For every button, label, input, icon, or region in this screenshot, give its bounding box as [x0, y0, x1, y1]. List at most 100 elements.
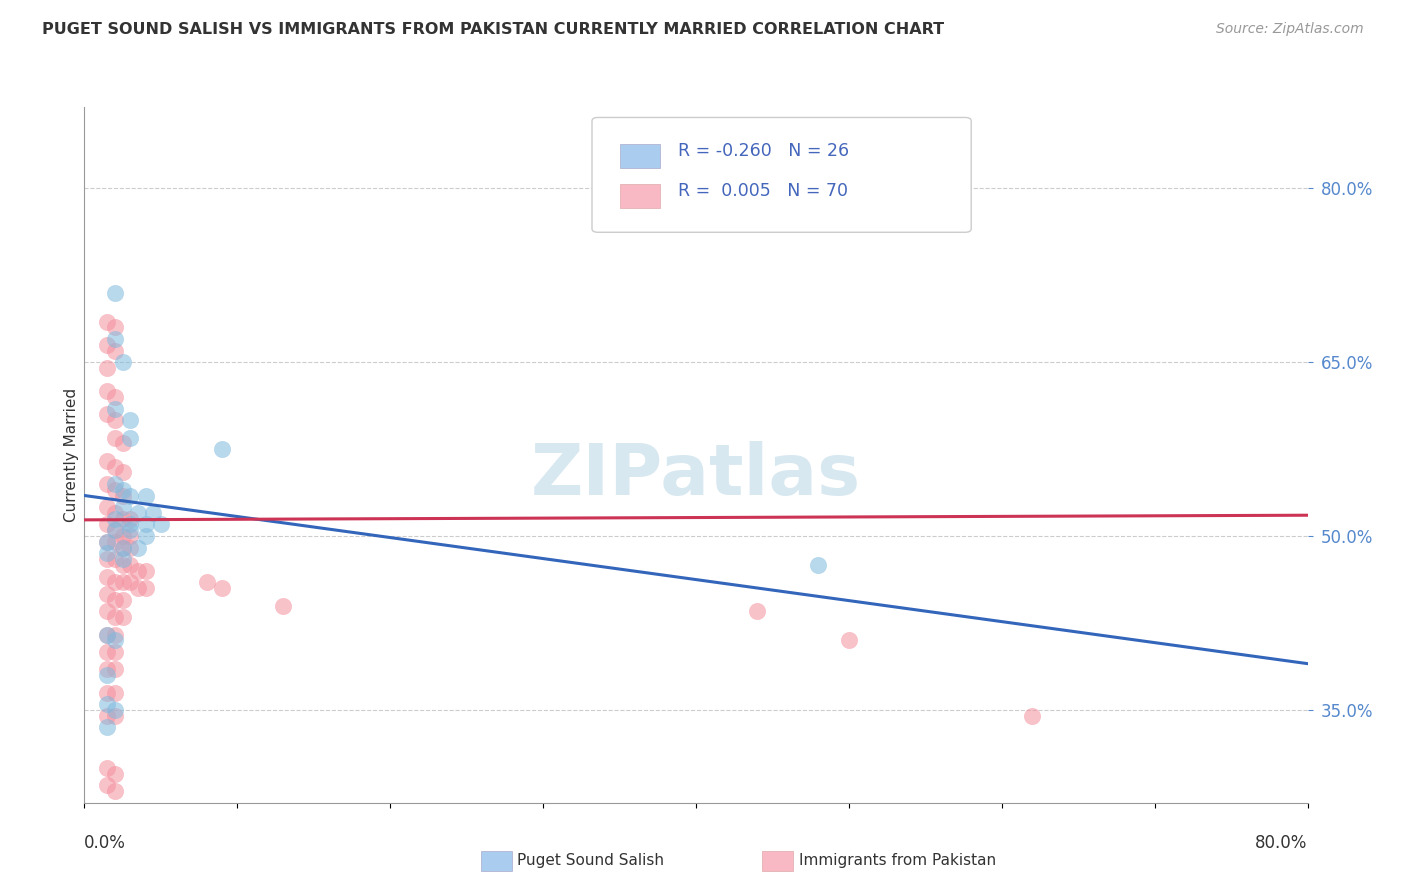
Point — [96, 686, 118, 700]
Point — [96, 587, 118, 601]
Point — [96, 407, 118, 421]
Text: Puget Sound Salish: Puget Sound Salish — [517, 854, 665, 868]
Point — [127, 506, 149, 520]
Point — [111, 541, 134, 555]
Point — [135, 582, 157, 596]
Point — [111, 483, 134, 497]
Text: 80.0%: 80.0% — [1256, 834, 1308, 852]
Y-axis label: Currently Married: Currently Married — [63, 388, 79, 522]
Point — [211, 582, 233, 596]
Point — [111, 592, 134, 607]
Point — [104, 459, 127, 474]
Point — [120, 558, 142, 573]
Point — [120, 511, 142, 525]
Point — [120, 489, 142, 503]
Point — [96, 645, 118, 659]
Point — [104, 686, 127, 700]
Point — [127, 541, 149, 555]
Point — [104, 332, 127, 346]
FancyBboxPatch shape — [620, 144, 661, 169]
Point — [149, 517, 172, 532]
Text: R =  0.005   N = 70: R = 0.005 N = 70 — [678, 182, 848, 200]
Point — [111, 436, 134, 450]
Point — [111, 529, 134, 543]
Point — [104, 784, 127, 798]
Point — [104, 708, 127, 723]
Point — [96, 628, 118, 642]
Point — [111, 610, 134, 624]
Point — [111, 500, 134, 514]
Point — [111, 511, 134, 525]
FancyBboxPatch shape — [620, 184, 661, 208]
Point — [104, 628, 127, 642]
Point — [111, 575, 134, 590]
Point — [111, 355, 134, 369]
Point — [104, 645, 127, 659]
Point — [127, 564, 149, 578]
Point — [104, 534, 127, 549]
Point — [104, 483, 127, 497]
Point — [96, 721, 118, 735]
Point — [747, 605, 769, 619]
Point — [104, 575, 127, 590]
Point — [96, 384, 118, 398]
Point — [96, 698, 118, 712]
Point — [111, 541, 134, 555]
Point — [104, 766, 127, 781]
Point — [111, 552, 134, 566]
Point — [96, 761, 118, 775]
Point — [111, 489, 134, 503]
Point — [135, 564, 157, 578]
Point — [195, 575, 218, 590]
Point — [96, 476, 118, 491]
Point — [104, 633, 127, 648]
Point — [104, 511, 127, 525]
Text: ZIPatlas: ZIPatlas — [531, 442, 860, 510]
Point — [111, 558, 134, 573]
Point — [96, 360, 118, 375]
Point — [96, 546, 118, 561]
Point — [104, 610, 127, 624]
Point — [104, 390, 127, 404]
Point — [120, 529, 142, 543]
Point — [104, 476, 127, 491]
Point — [96, 778, 118, 793]
Point — [96, 552, 118, 566]
Point — [96, 668, 118, 682]
Point — [104, 662, 127, 676]
Point — [120, 541, 142, 555]
Text: 0.0%: 0.0% — [84, 834, 127, 852]
Point — [96, 570, 118, 584]
Point — [111, 466, 134, 480]
Point — [96, 517, 118, 532]
Point — [96, 628, 118, 642]
Point — [104, 343, 127, 358]
Point — [96, 454, 118, 468]
Point — [104, 523, 127, 537]
Text: PUGET SOUND SALISH VS IMMIGRANTS FROM PAKISTAN CURRENTLY MARRIED CORRELATION CHA: PUGET SOUND SALISH VS IMMIGRANTS FROM PA… — [42, 22, 945, 37]
Point — [120, 523, 142, 537]
Point — [96, 534, 118, 549]
Point — [104, 401, 127, 416]
Point — [96, 662, 118, 676]
Point — [127, 582, 149, 596]
Point — [142, 506, 165, 520]
Point — [838, 633, 860, 648]
Point — [135, 489, 157, 503]
Point — [135, 517, 157, 532]
Point — [104, 431, 127, 445]
Text: Source: ZipAtlas.com: Source: ZipAtlas.com — [1216, 22, 1364, 37]
Point — [104, 523, 127, 537]
Text: Immigrants from Pakistan: Immigrants from Pakistan — [799, 854, 995, 868]
Point — [104, 703, 127, 717]
Point — [120, 431, 142, 445]
Point — [104, 592, 127, 607]
Point — [807, 558, 830, 573]
Point — [211, 442, 233, 457]
Point — [104, 413, 127, 427]
Point — [271, 599, 294, 613]
Point — [120, 575, 142, 590]
Point — [104, 285, 127, 300]
Text: R = -0.260   N = 26: R = -0.260 N = 26 — [678, 142, 849, 160]
Point — [96, 314, 118, 328]
